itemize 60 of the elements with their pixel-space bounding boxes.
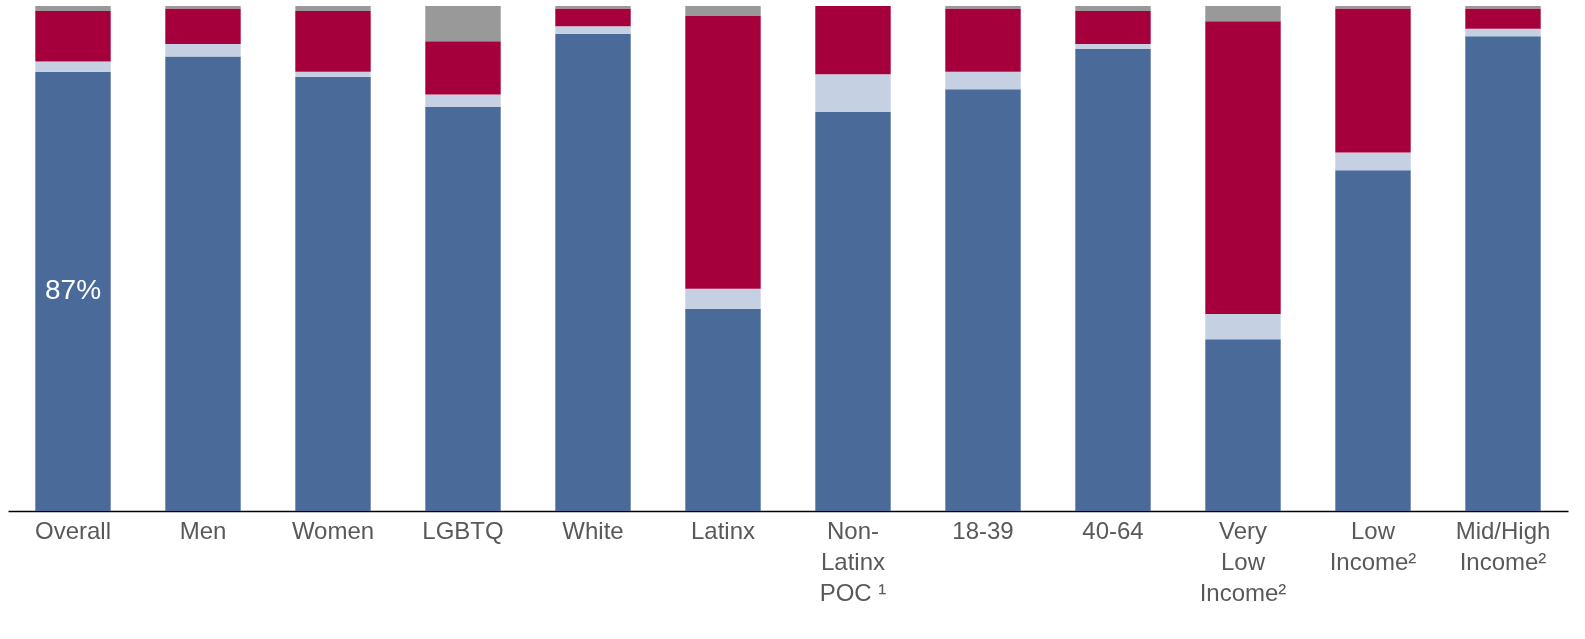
bar	[685, 288, 761, 309]
bar	[425, 107, 501, 511]
bar	[425, 94, 501, 107]
bar	[1075, 6, 1151, 12]
bar	[1205, 6, 1281, 22]
bar	[1335, 8, 1411, 153]
bar	[555, 33, 631, 511]
bar	[35, 71, 111, 511]
x-tick-label: Latinx	[690, 516, 756, 544]
bar	[1465, 8, 1541, 29]
bar	[165, 43, 241, 57]
bar	[555, 8, 631, 27]
x-tick-label: Men	[179, 516, 227, 544]
bar	[685, 6, 761, 17]
x-tick-label: Overall	[34, 516, 112, 544]
bar	[295, 6, 371, 12]
bar	[165, 56, 241, 511]
bar	[35, 11, 111, 62]
bar	[555, 6, 631, 9]
bar	[1465, 28, 1541, 37]
bar	[1335, 170, 1411, 511]
bar	[685, 16, 761, 289]
bar	[1075, 43, 1151, 49]
x-tick-label: Non-Latinx POC ¹	[819, 516, 887, 606]
x-tick-label: Women	[291, 516, 375, 544]
bar	[945, 71, 1021, 90]
bar	[815, 112, 891, 511]
x-tick-label: Low Income²	[1329, 516, 1417, 575]
x-tick-label: Mid/High Income²	[1455, 516, 1551, 575]
bar	[1075, 11, 1151, 44]
bar	[1335, 152, 1411, 171]
bar	[1335, 6, 1411, 9]
bar	[165, 8, 241, 44]
bar	[1205, 21, 1281, 315]
bar	[165, 6, 241, 9]
bar	[1205, 314, 1281, 340]
bar	[295, 11, 371, 72]
bar	[35, 6, 111, 12]
bar	[945, 8, 1021, 72]
bar	[815, 6, 891, 75]
x-tick-label: 18-39	[952, 516, 1014, 544]
bar	[295, 71, 371, 77]
x-tick-label: 40-64	[1082, 516, 1144, 544]
bar	[35, 61, 111, 72]
bar	[1465, 6, 1541, 9]
bar	[945, 89, 1021, 511]
x-tick-label: LGBTQ	[422, 516, 504, 544]
bar	[1465, 36, 1541, 511]
bar	[945, 6, 1021, 9]
bar	[425, 6, 501, 42]
bar	[555, 26, 631, 34]
bar	[685, 309, 761, 511]
bar	[425, 41, 501, 95]
data-label: 87%	[44, 274, 102, 306]
bar	[295, 76, 371, 511]
bar	[815, 74, 891, 113]
x-tick-label: White	[562, 516, 624, 544]
x-tick-label: Very Low Income²	[1199, 516, 1287, 606]
bar	[1205, 339, 1281, 511]
bar	[1075, 48, 1151, 511]
